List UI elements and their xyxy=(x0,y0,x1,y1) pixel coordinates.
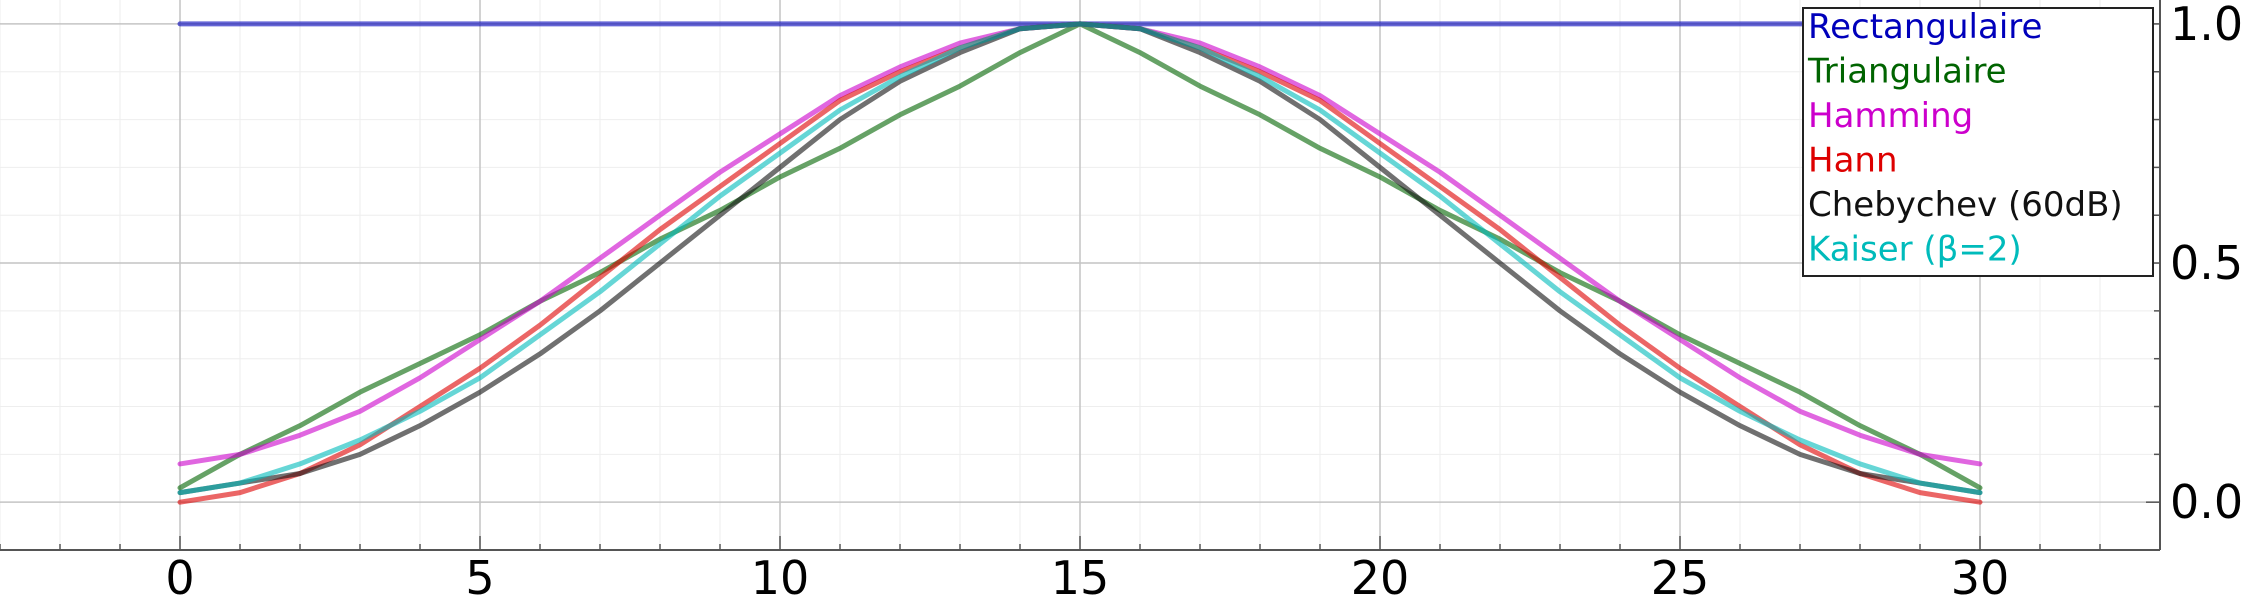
series-layer xyxy=(177,21,1983,505)
y-tick-label: 1.0 xyxy=(2170,0,2243,51)
legend-entry: Hamming xyxy=(1808,96,1973,136)
y-axis-ticks: 0.0 0.5 1.0 xyxy=(2146,0,2243,551)
x-tick-label: 0 xyxy=(165,551,194,600)
y-tick-label: 0.5 xyxy=(2170,236,2243,290)
legend-entry: Kaiser (β=2) xyxy=(1808,230,2022,270)
x-tick-label: 25 xyxy=(1651,551,1710,600)
x-tick-label: 15 xyxy=(1051,551,1110,600)
legend-entry: Hann xyxy=(1808,141,1898,181)
legend-entry: Rectangulaire xyxy=(1808,7,2042,47)
series-line-5 xyxy=(177,21,1983,496)
y-tick-label: 0.0 xyxy=(2170,475,2243,529)
x-axis-ticks: 0 5 10 15 20 25 30 xyxy=(0,536,2161,600)
x-tick-label: 5 xyxy=(465,551,494,600)
legend-box xyxy=(1802,7,2154,277)
x-tick-label: 20 xyxy=(1351,551,1410,600)
minor-grid xyxy=(0,0,2161,551)
legend-entry: Triangulaire xyxy=(1807,52,2007,92)
x-tick-label: 10 xyxy=(751,551,810,600)
legend-entry: Chebychev (60dB) xyxy=(1808,185,2123,225)
x-tick-label: 30 xyxy=(1951,551,2010,600)
